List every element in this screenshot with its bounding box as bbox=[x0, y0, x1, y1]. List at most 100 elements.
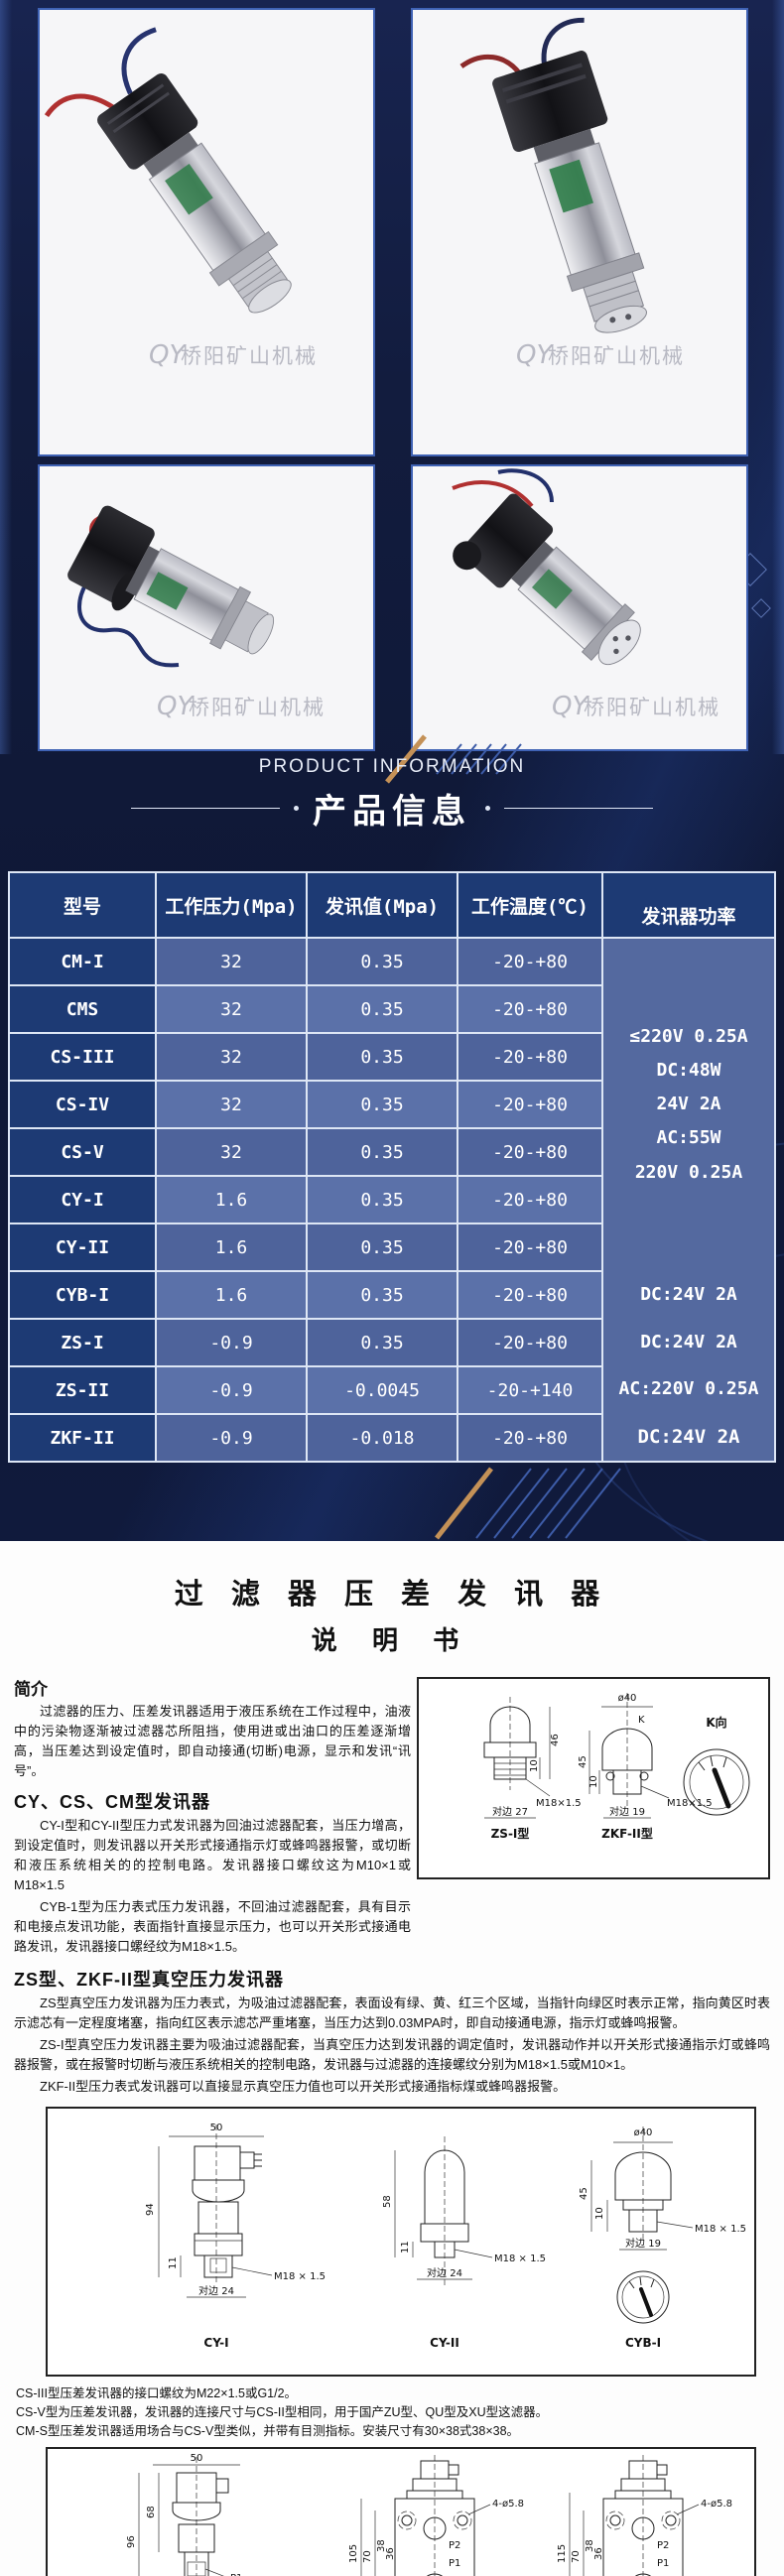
flats-label: 对边 24 bbox=[198, 2284, 234, 2297]
power-line: DC:24V 2A bbox=[640, 1331, 737, 1352]
table-cell: 0.35 bbox=[308, 1177, 457, 1223]
power-line: 24V 2A bbox=[656, 1094, 721, 1115]
note-line: CM-S型压差发讯器适用场合与CS-V型类似，并带有目测指标。安装尺寸有30×3… bbox=[16, 2423, 520, 2438]
table-cell: 0.35 bbox=[308, 1034, 457, 1080]
col-header-power: 发讯器功率 bbox=[603, 873, 774, 937]
drawing-caption: CYB-I bbox=[625, 2336, 661, 2350]
flats-label: 对边 24 bbox=[427, 2266, 462, 2279]
banner-dot-right bbox=[485, 806, 490, 811]
power-group-3: DC:24V 2A AC:220V 0.25A bbox=[603, 1319, 774, 1414]
table-cell: -20-+80 bbox=[458, 1320, 601, 1365]
model-notes: CS-III型压差发讯器的接口螺纹为M22×1.5或G1/2。 CS-V型为压差… bbox=[16, 2384, 770, 2440]
pressure-sensor-photo-3-graphic: QY 桥阳矿山机械 bbox=[67, 505, 326, 721]
pressure-sensor-photo-2-graphic: QY 桥阳矿山机械 bbox=[459, 17, 683, 370]
dim-label: 11 bbox=[400, 2242, 411, 2254]
note-line: CS-III型压差发讯器的接口螺纹为M22×1.5或G1/2。 bbox=[16, 2386, 298, 2401]
dim-label: 36 bbox=[593, 2547, 604, 2560]
table-row-model: CY-I bbox=[10, 1177, 155, 1223]
banner-rule-right bbox=[504, 808, 653, 809]
table-cell: -20-+80 bbox=[458, 1272, 601, 1318]
power-line: ≤220V 0.25A bbox=[629, 1025, 748, 1047]
spec-table: 型号 工作压力(Mpa) 发讯值(Mpa) 工作温度(℃) 发讯器功率 CM-I… bbox=[8, 871, 776, 1463]
table-cell: -0.9 bbox=[157, 1320, 306, 1365]
banner-rule-left bbox=[131, 808, 280, 809]
flats-label: 对边 19 bbox=[609, 1805, 645, 1818]
blue-background: QY 桥阳矿山机械 bbox=[0, 0, 784, 1582]
drawing-caption: ZKF-II型 bbox=[601, 1826, 653, 1841]
left-edge-glow bbox=[0, 0, 12, 754]
diagonal-stripes-footer bbox=[435, 1467, 621, 1540]
power-line: DC:24V 2A bbox=[640, 1283, 737, 1305]
thread-label: M18 × 1.5 bbox=[494, 2254, 546, 2264]
holes-label: 4-ø5.8 bbox=[492, 2499, 524, 2510]
dim-label: 96 bbox=[126, 2535, 137, 2548]
dim-label: 70 bbox=[571, 2550, 582, 2563]
holes-label: 4-ø5.8 bbox=[701, 2499, 732, 2510]
cy-dimension-drawing: 50 94 11 M18 × 1.5 对边 24 CY-I bbox=[145, 2123, 746, 2350]
drawing-caption: CY-I bbox=[203, 2336, 228, 2350]
port-label: P2 bbox=[657, 2540, 669, 2551]
col-header-pressure: 工作压力(Mpa) bbox=[157, 873, 306, 937]
table-cell: 32 bbox=[157, 1082, 306, 1127]
diamond-ornament-small bbox=[751, 598, 771, 618]
table-cell: 1.6 bbox=[157, 1272, 306, 1318]
dim-label: 68 bbox=[146, 2506, 157, 2518]
table-cell: -20-+80 bbox=[458, 1415, 601, 1461]
k-label: K bbox=[638, 1715, 645, 1726]
cs-dimension-drawing: 50 P1 96 68 ø18 M22 × 1.5 P2 bbox=[126, 2453, 732, 2576]
watermark-text: 桥阳矿山机械 bbox=[181, 344, 318, 368]
dia-label: ø40 bbox=[634, 2127, 653, 2138]
table-cell: 0.35 bbox=[308, 986, 457, 1032]
flats-label: 对边 27 bbox=[492, 1805, 528, 1818]
watermark-text: 桥阳矿山机械 bbox=[189, 696, 326, 719]
dim-label: 10 bbox=[594, 2208, 605, 2221]
table-cell: 0.35 bbox=[308, 1272, 457, 1318]
cy-heading: CY、CS、CM型发讯器 bbox=[14, 1791, 211, 1812]
table-cell: 32 bbox=[157, 939, 306, 984]
thread-label: M18×1.5 bbox=[536, 1798, 582, 1809]
dim-label: 45 bbox=[578, 1755, 588, 1768]
table-row-model: CYB-I bbox=[10, 1272, 155, 1318]
product-photo-1: QY 桥阳矿山机械 bbox=[38, 8, 375, 456]
gauge-view-label: K向 bbox=[706, 1715, 726, 1730]
section-banner: PRODUCT INFORMATION 产品信息 bbox=[0, 756, 784, 833]
dim-label: 38 bbox=[376, 2539, 387, 2552]
table-cell: 1.6 bbox=[157, 1177, 306, 1223]
table-row-model: CS-V bbox=[10, 1129, 155, 1175]
table-cell: 0.35 bbox=[308, 1082, 457, 1127]
product-photo-4: QY 桥阳矿山机械 bbox=[411, 464, 748, 751]
thread-label: M18 × 1.5 bbox=[274, 2271, 326, 2282]
dim-label: 70 bbox=[362, 2550, 373, 2563]
zs-paragraph-1: ZS型真空压力发讯器为压力表式，为吸油过滤器配套，表面设有绿、黄、红三个区域，当… bbox=[14, 1995, 770, 2030]
dim-label: 58 bbox=[382, 2196, 393, 2209]
col-header-temp: 工作温度(℃) bbox=[458, 873, 601, 937]
drawing-box-cs: 50 P1 96 68 ø18 M22 × 1.5 P2 bbox=[46, 2446, 756, 2576]
table-cell: 0.35 bbox=[308, 939, 457, 984]
dim-label: 38 bbox=[585, 2539, 595, 2552]
col-header-model: 型号 bbox=[10, 873, 155, 937]
watermark-logo: QY bbox=[516, 340, 554, 370]
dim-label: 10 bbox=[588, 1775, 599, 1788]
power-line: DC:24V 2A bbox=[637, 1426, 740, 1449]
table-row-model: ZS-II bbox=[10, 1367, 155, 1413]
table-cell: -20-+140 bbox=[458, 1367, 601, 1413]
power-line: 220V 0.25A bbox=[634, 1161, 743, 1183]
instruction-manual: 过 滤 器 压 差 发 讯 器 说 明 书 简介 过滤器的压力、压差发讯器适用于… bbox=[0, 1541, 784, 2576]
zs-heading: ZS型、ZKF-II型真空压力发讯器 bbox=[14, 1969, 284, 1990]
table-cell: -0.018 bbox=[308, 1415, 457, 1461]
table-row-model: ZKF-II bbox=[10, 1415, 155, 1461]
table-row-model: CS-III bbox=[10, 1034, 155, 1080]
banner-subtitle: PRODUCT INFORMATION bbox=[258, 756, 526, 777]
table-cell: -20-+80 bbox=[458, 986, 601, 1032]
cy-paragraph-2: CYB-1型为压力表式压力发讯器，不回油过滤器配套，具有目示和电接点发讯功能，表… bbox=[14, 1899, 411, 1955]
table-row-model: CMS bbox=[10, 986, 155, 1032]
table-cell: -20-+80 bbox=[458, 1177, 601, 1223]
table-cell: -0.0045 bbox=[308, 1367, 457, 1413]
pressure-sensor-photo-1-graphic: QY 桥阳矿山机械 bbox=[44, 27, 318, 370]
manual-title: 过 滤 器 压 差 发 讯 器 bbox=[174, 1579, 610, 1610]
drawing-caption: CY-II bbox=[430, 2336, 459, 2350]
table-cell: -0.9 bbox=[157, 1367, 306, 1413]
table-cell: -20-+80 bbox=[458, 1082, 601, 1127]
zs-zkf-dimension-drawing: 46 10 M18×1.5 对边 27 ZS-I型 ø40 K bbox=[483, 1693, 750, 1841]
